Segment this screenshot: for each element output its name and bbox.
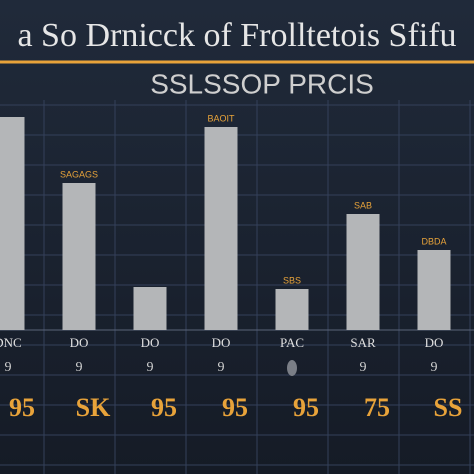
bar <box>133 287 167 330</box>
chart-subtitle: SSLSSOP PRCIS <box>150 68 374 99</box>
chart-title: a So Drnicck of Frolltetois Sfifu <box>17 17 456 54</box>
bar <box>204 127 238 330</box>
bar-label: BAOIT <box>207 113 235 123</box>
x-tick-label: DO <box>425 335 444 350</box>
x-tick-label: DO <box>70 335 89 350</box>
bar <box>346 214 380 330</box>
marker-label: 9 <box>5 360 12 375</box>
bar-label: SAB <box>354 200 372 210</box>
bar <box>62 183 96 330</box>
bar-label: SAGAGS <box>60 169 98 179</box>
marker-label: 9 <box>360 360 367 375</box>
code-label: 75 <box>364 393 390 422</box>
bar-label: DBDA <box>421 236 446 246</box>
x-tick-label: SAR <box>350 335 376 350</box>
code-label: 95 <box>222 393 248 422</box>
bar-label: SBS <box>283 275 301 285</box>
x-tick-label: DO <box>212 335 231 350</box>
code-label: 95 <box>293 393 319 422</box>
code-label: SK <box>76 393 111 422</box>
marker-label: 9 <box>147 360 154 375</box>
code-label: 95 <box>151 393 177 422</box>
marker-icon <box>287 360 297 376</box>
bar <box>0 117 25 330</box>
x-tick-label: PAC <box>280 335 304 350</box>
marker-label: 9 <box>76 360 83 375</box>
x-tick-label: DNC <box>0 335 22 350</box>
code-label: SS <box>434 393 463 422</box>
bar <box>417 250 451 330</box>
bar <box>275 289 309 330</box>
code-label: 95 <box>9 393 35 422</box>
marker-label: 9 <box>218 360 225 375</box>
marker-label: 9 <box>431 360 438 375</box>
x-tick-label: DO <box>141 335 160 350</box>
